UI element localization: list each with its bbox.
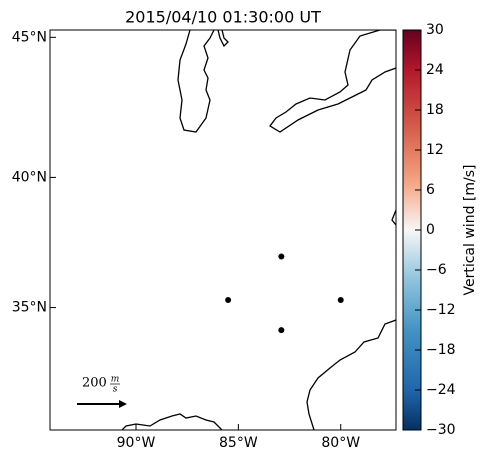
- colorbar-tick-label: −24: [426, 382, 456, 398]
- y-tick-label: 35°N: [12, 300, 47, 316]
- colorbar-tick-label: 0: [426, 222, 435, 238]
- quiver-key-head: [119, 400, 127, 408]
- quiver-key-label: 200: [82, 376, 107, 391]
- station-point: [337, 296, 344, 303]
- plot-frame: [49, 29, 397, 431]
- colorbar-label: Vertical wind [m/s]: [462, 165, 478, 296]
- x-tick-label: 90°W: [117, 435, 156, 451]
- station-point: [225, 296, 232, 303]
- colorbar-tick-label: 12: [426, 142, 444, 158]
- y-tick-label: 40°N: [12, 169, 47, 185]
- quiver-key-unit-num: m: [111, 375, 120, 385]
- colorbar-tick-label: −18: [426, 342, 456, 358]
- quiver-key-unit-den: s: [113, 385, 118, 395]
- x-tick-label: 80°W: [321, 435, 360, 451]
- x-tick-label: 85°W: [219, 435, 258, 451]
- y-tick-label: 45°N: [12, 29, 47, 45]
- colorbar-tick-label: −6: [426, 262, 447, 278]
- station-point: [278, 253, 285, 260]
- station-point: [278, 327, 285, 334]
- colorbar-tick-label: 30: [426, 22, 444, 38]
- chart-title: 2015/04/10 01:30:00 UT: [125, 8, 321, 27]
- coastlines: [121, 30, 396, 430]
- colorbar-tick-label: 24: [426, 62, 444, 78]
- colorbar-tick-label: −30: [426, 422, 456, 438]
- colorbar-tick-label: 18: [426, 102, 444, 118]
- colorbar-tick-label: −12: [426, 302, 456, 318]
- colorbar-tick-label: 6: [426, 182, 435, 198]
